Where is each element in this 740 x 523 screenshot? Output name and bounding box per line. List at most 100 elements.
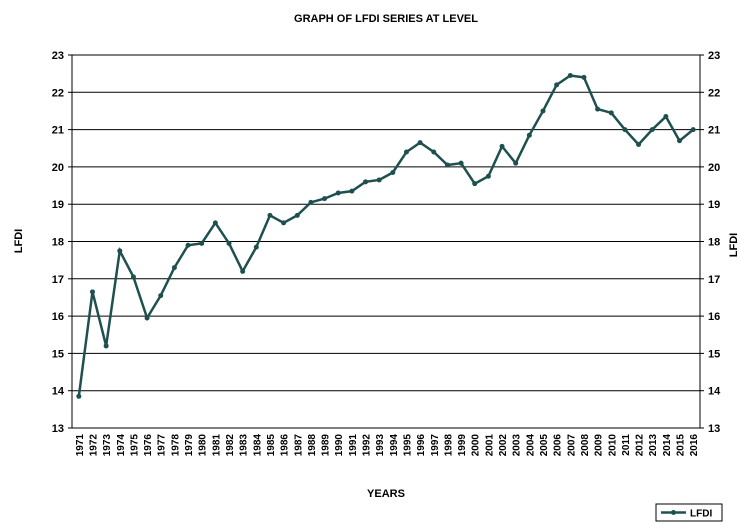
y2-tick-label: 13 [708,423,720,435]
x-tick-label: 1982 [225,434,236,457]
x-tick-label: 2010 [607,434,618,457]
x-tick-label: 1994 [389,434,400,457]
point [458,160,464,166]
point [144,315,150,321]
y2-tick-label: 23 [708,50,720,62]
point [335,190,341,196]
point [199,240,205,246]
x-tick-label: 2003 [512,434,523,457]
point [117,248,123,254]
point [526,132,532,138]
y2-axis-label: LFDI [728,233,740,257]
point [444,162,450,168]
point [608,110,614,116]
x-tick-label: 1985 [266,434,277,457]
point [622,127,628,133]
y-tick-label: 16 [52,311,64,323]
point [240,268,246,274]
y-tick-label: 18 [52,237,64,249]
x-tick-label: 2016 [689,434,700,457]
x-tick-label: 1993 [375,434,386,457]
point [554,82,560,88]
x-tick-label: 2007 [566,434,577,457]
x-tick-label: 2011 [621,434,632,456]
y2-tick-label: 22 [708,87,720,99]
x-tick-label: 1995 [402,434,413,457]
point [677,138,683,144]
point [130,274,136,280]
x-tick-label: 2005 [539,434,550,457]
x-tick-label: 1988 [307,434,318,457]
point [581,74,587,80]
point [649,127,655,133]
point [253,244,259,250]
point [472,181,478,187]
legend-label: LFDI [690,509,712,520]
y2-tick-label: 16 [708,311,720,323]
x-tick-label: 1992 [362,434,373,457]
x-tick-label: 2004 [525,434,536,457]
point [499,143,505,149]
x-tick-label: 1974 [116,434,127,457]
point [76,393,82,399]
x-tick-label: 1984 [252,434,263,457]
x-tick-label: 1999 [457,434,468,457]
x-tick-label: 1980 [198,434,209,457]
x-tick-label: 1973 [102,434,113,457]
x-tick-label: 1983 [239,434,250,457]
x-tick-label: 2013 [648,434,659,457]
chart-title: GRAPH OF LFDI SERIES AT LEVEL [294,13,478,25]
point [322,196,328,202]
x-tick-label: 1978 [170,434,181,457]
y-tick-label: 20 [52,162,64,174]
x-tick-label: 1989 [321,434,332,457]
x-tick-label: 1979 [184,434,195,457]
x-tick-label: 1987 [293,434,304,457]
point [363,179,369,185]
x-tick-label: 1971 [75,434,86,457]
y2-tick-label: 18 [708,237,720,249]
x-tick-label: 1997 [430,434,441,457]
y2-tick-label: 20 [708,162,720,174]
point [185,242,191,248]
y-tick-label: 15 [52,348,64,360]
x-tick-label: 1996 [416,434,427,457]
x-tick-label: 2001 [484,434,495,457]
x-tick-label: 2012 [635,434,646,457]
series-line [77,74,694,397]
y2-tick-label: 14 [708,386,721,398]
x-tick-label: 1990 [334,434,345,457]
x-tick-label: 2000 [471,434,482,457]
point [281,220,287,226]
point [690,127,696,133]
y-tick-label: 19 [52,199,64,211]
point [226,240,232,246]
y-tick-label: 21 [52,125,64,137]
x-tick-label: 1976 [143,434,154,457]
point [485,173,491,179]
point [212,220,218,226]
point [376,177,382,183]
point [595,106,601,112]
point [403,149,409,155]
y2-tick-label: 15 [708,348,720,360]
point [171,265,177,271]
point [540,108,546,114]
x-axis-label: YEARS [367,488,405,500]
x-tick-label: 1991 [348,434,359,457]
point [349,188,355,194]
y-tick-label: 13 [52,423,64,435]
legend-swatch-point [671,510,676,515]
x-tick-label: 2015 [676,434,687,457]
point [89,289,95,295]
point [417,140,423,146]
y2-tick-label: 17 [708,274,720,286]
x-tick-label: 2009 [594,434,605,457]
point [267,212,273,218]
y2-tick-label: 19 [708,199,720,211]
point [158,293,164,299]
point [513,160,519,166]
point [567,73,573,79]
x-tick-label: 1981 [211,434,222,457]
